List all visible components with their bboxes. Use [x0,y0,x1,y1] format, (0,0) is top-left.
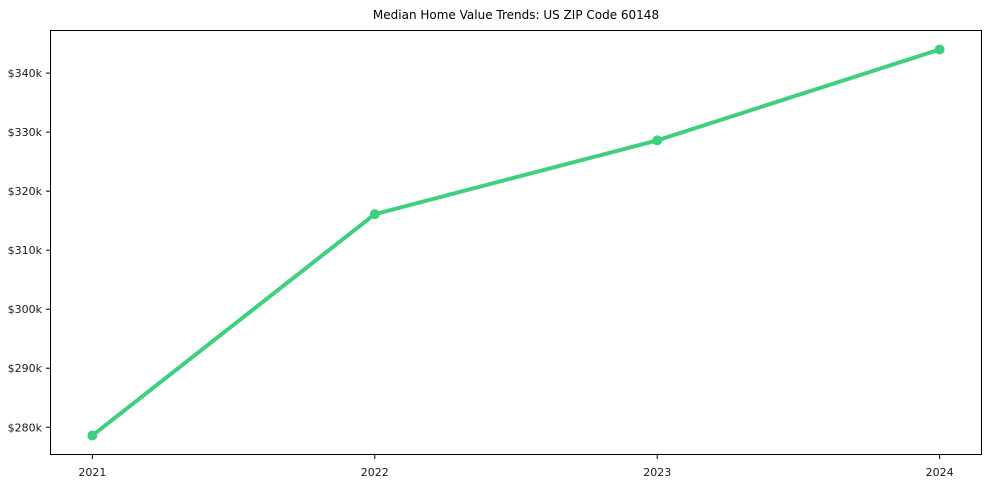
y-tick-label: $330k [8,126,43,139]
y-tick-label: $310k [8,244,43,257]
x-tick-label: 2021 [78,466,106,479]
y-tick-label: $320k [8,185,43,198]
data-point-marker [934,44,945,55]
data-point-marker [87,430,98,441]
y-tick-label: $280k [8,421,43,434]
chart-title: Median Home Value Trends: US ZIP Code 60… [372,8,660,22]
y-tick-label: $290k [8,362,43,375]
plot-area [50,30,982,455]
x-tick-label: 2024 [926,466,954,479]
data-point-marker [369,209,380,220]
y-tick-label: $340k [8,67,43,80]
x-tick-label: 2023 [643,466,671,479]
data-point-marker [652,135,663,146]
trend-line [90,47,942,438]
y-tick-label: $300k [8,303,43,316]
x-tick-label: 2022 [361,466,389,479]
